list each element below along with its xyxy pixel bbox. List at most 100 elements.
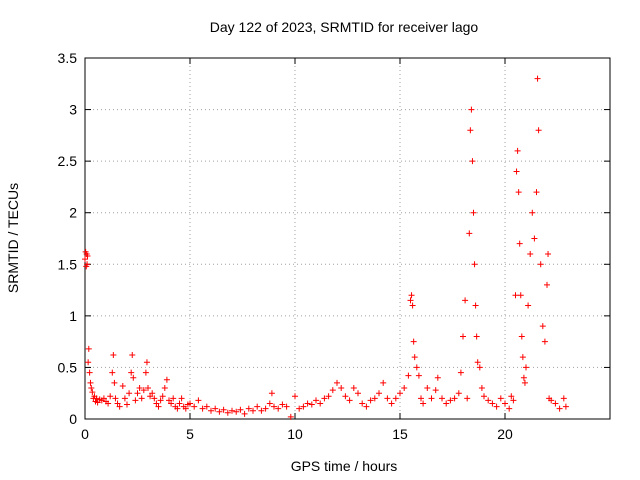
data-point: [371, 395, 378, 402]
data-point: [560, 395, 567, 402]
data-point: [130, 374, 137, 381]
data-point: [520, 374, 527, 381]
data-point: [519, 354, 526, 361]
grid-lines: [85, 58, 610, 419]
x-tick-label: 20: [497, 426, 513, 442]
data-point: [237, 406, 244, 413]
data-point: [82, 256, 88, 263]
data-point: [411, 354, 418, 361]
data-point: [401, 385, 408, 392]
data-point: [466, 230, 473, 237]
data-point: [359, 400, 366, 407]
data-point: [529, 209, 536, 216]
data-point: [100, 395, 107, 402]
data-point: [329, 387, 336, 394]
data-point: [397, 390, 403, 397]
data-point: [170, 395, 177, 402]
data-point: [409, 302, 416, 309]
data-point: [121, 395, 128, 402]
y-tick-label: 2: [69, 205, 77, 221]
data-point: [163, 376, 170, 383]
data-point: [111, 379, 118, 386]
data-point: [539, 323, 546, 330]
data-point: [510, 397, 517, 404]
data-point: [241, 410, 248, 417]
data-point: [443, 400, 450, 407]
data-point: [87, 379, 94, 386]
data-point: [149, 390, 156, 397]
data-point: [254, 403, 261, 410]
data-point: [147, 393, 154, 400]
data-point: [176, 400, 183, 407]
data-point: [157, 397, 164, 404]
data-point: [94, 399, 101, 406]
data-point: [89, 389, 96, 396]
data-point: [110, 352, 117, 359]
data-point: [355, 390, 361, 397]
data-point: [258, 407, 265, 414]
data-point: [268, 390, 275, 397]
data-point: [432, 387, 439, 394]
data-point: [245, 405, 252, 412]
data-point: [464, 395, 471, 402]
data-point: [413, 364, 420, 371]
data-point: [460, 333, 466, 340]
data-point: [493, 403, 500, 410]
data-point: [325, 393, 332, 400]
data-point: [518, 333, 525, 340]
data-point: [502, 400, 508, 407]
data-point: [388, 400, 395, 407]
data-point: [376, 390, 382, 397]
data-point: [508, 393, 515, 400]
data-point: [168, 400, 175, 407]
y-tick-label: 0.5: [58, 359, 78, 375]
data-point: [178, 395, 185, 402]
data-point: [296, 405, 303, 412]
x-tick-label: 15: [392, 426, 408, 442]
y-tick-label: 3: [69, 102, 77, 118]
y-tick-label: 2.5: [58, 153, 78, 169]
y-tick-label: 1.5: [58, 256, 78, 272]
data-point: [85, 345, 92, 352]
data-point: [545, 250, 552, 257]
data-point: [548, 397, 555, 404]
data-point: [534, 75, 541, 82]
data-point: [410, 338, 417, 345]
data-point: [128, 369, 135, 376]
data-point: [84, 253, 91, 260]
data-point: [415, 372, 422, 379]
data-point: [159, 393, 166, 400]
data-point: [363, 403, 370, 410]
data-point: [85, 359, 92, 366]
data-point: [516, 240, 523, 247]
data-point: [515, 189, 522, 196]
data-point: [199, 405, 206, 412]
data-point: [474, 359, 481, 366]
data-point: [485, 397, 492, 404]
data-point: [533, 189, 540, 196]
data-point: [212, 405, 219, 412]
data-point: [313, 397, 319, 404]
data-point: [140, 387, 147, 394]
data-point: [350, 385, 357, 392]
data-point: [224, 409, 231, 416]
data-point: [216, 408, 223, 415]
data-point: [407, 297, 414, 304]
data-point: [84, 261, 91, 268]
data-point: [541, 338, 548, 345]
data-point: [208, 407, 214, 414]
data-point: [457, 369, 464, 376]
data-point: [472, 302, 479, 309]
y-tick-label: 3.5: [58, 50, 78, 66]
data-point: [527, 250, 534, 257]
chart-title: Day 122 of 2023, SRMTID for receiver lag…: [210, 19, 479, 35]
data-point: [124, 401, 130, 408]
data-point: [283, 403, 290, 410]
data-point: [439, 395, 445, 402]
data-point: [338, 385, 345, 392]
data-point: [517, 292, 524, 299]
data-point: [476, 364, 483, 371]
data-point: [220, 406, 227, 413]
data-point: [380, 379, 387, 386]
